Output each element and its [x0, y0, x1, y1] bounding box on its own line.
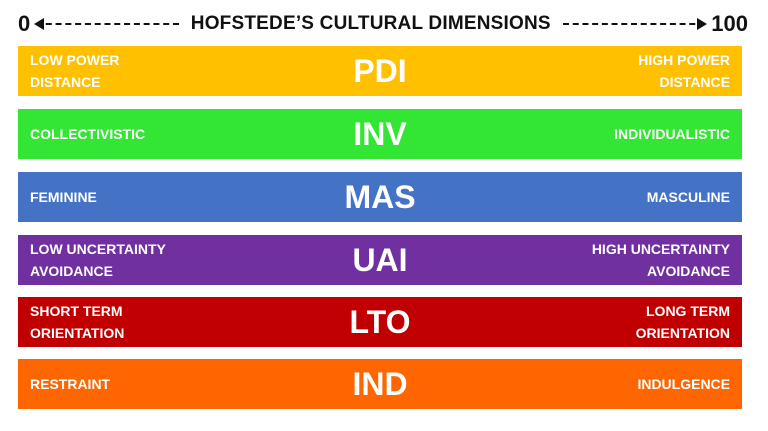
dimension-left-label: COLLECTIVISTIC [30, 126, 146, 142]
dimension-bar-uai: LOW UNCERTAINTY AVOIDANCE UAI HIGH UNCER… [18, 235, 742, 285]
dimension-right-label: INDIVIDUALISTIC [614, 126, 730, 142]
dimension-left-label: LOW POWER DISTANCE [30, 52, 120, 90]
dimension-bar-lto: SHORT TERM ORIENTATION LTO LONG TERM ORI… [18, 297, 742, 347]
dimension-left-label: FEMININE [30, 189, 97, 205]
dimension-left-label: SHORT TERM ORIENTATION [30, 303, 125, 341]
right-arrow-icon [562, 18, 707, 30]
scale-header: 0 HOFSTEDE’S CULTURAL DIMENSIONS 100 [18, 6, 748, 42]
dimension-code: MAS [344, 178, 416, 215]
dimension-right-label: MASCULINE [646, 189, 730, 205]
dimension-code: LTO [349, 303, 411, 340]
dimension-bar-ind: RESTRAINT IND INDULGENCE [18, 359, 742, 409]
dimension-left-label: LOW UNCERTAINTY AVOIDANCE [30, 241, 166, 279]
scale-min-label: 0 [18, 11, 31, 36]
dimension-code: INV [353, 115, 407, 152]
dimension-code: IND [352, 365, 408, 402]
dimension-right-label: HIGH UNCERTAINTY AVOIDANCE [591, 241, 730, 279]
dimension-code: UAI [352, 241, 408, 278]
dimension-right-label: HIGH POWER DISTANCE [638, 52, 730, 90]
dimension-right-label: INDULGENCE [637, 376, 730, 392]
diagram-title: HOFSTEDE’S CULTURAL DIMENSIONS [190, 13, 551, 34]
dimension-right-label: LONG TERM ORIENTATION [635, 303, 730, 341]
dimension-bar-mas: FEMININE MAS MASCULINE [18, 172, 742, 222]
dimension-code: PDI [353, 52, 407, 89]
dimension-left-label: RESTRAINT [30, 376, 111, 392]
left-arrow-icon [34, 18, 179, 30]
scale-max-label: 100 [711, 11, 749, 36]
dimension-bar-inv: COLLECTIVISTIC INV INDIVIDUALISTIC [18, 109, 742, 159]
dimension-bar-pdi: LOW POWER DISTANCE PDI HIGH POWER DISTAN… [18, 46, 742, 96]
